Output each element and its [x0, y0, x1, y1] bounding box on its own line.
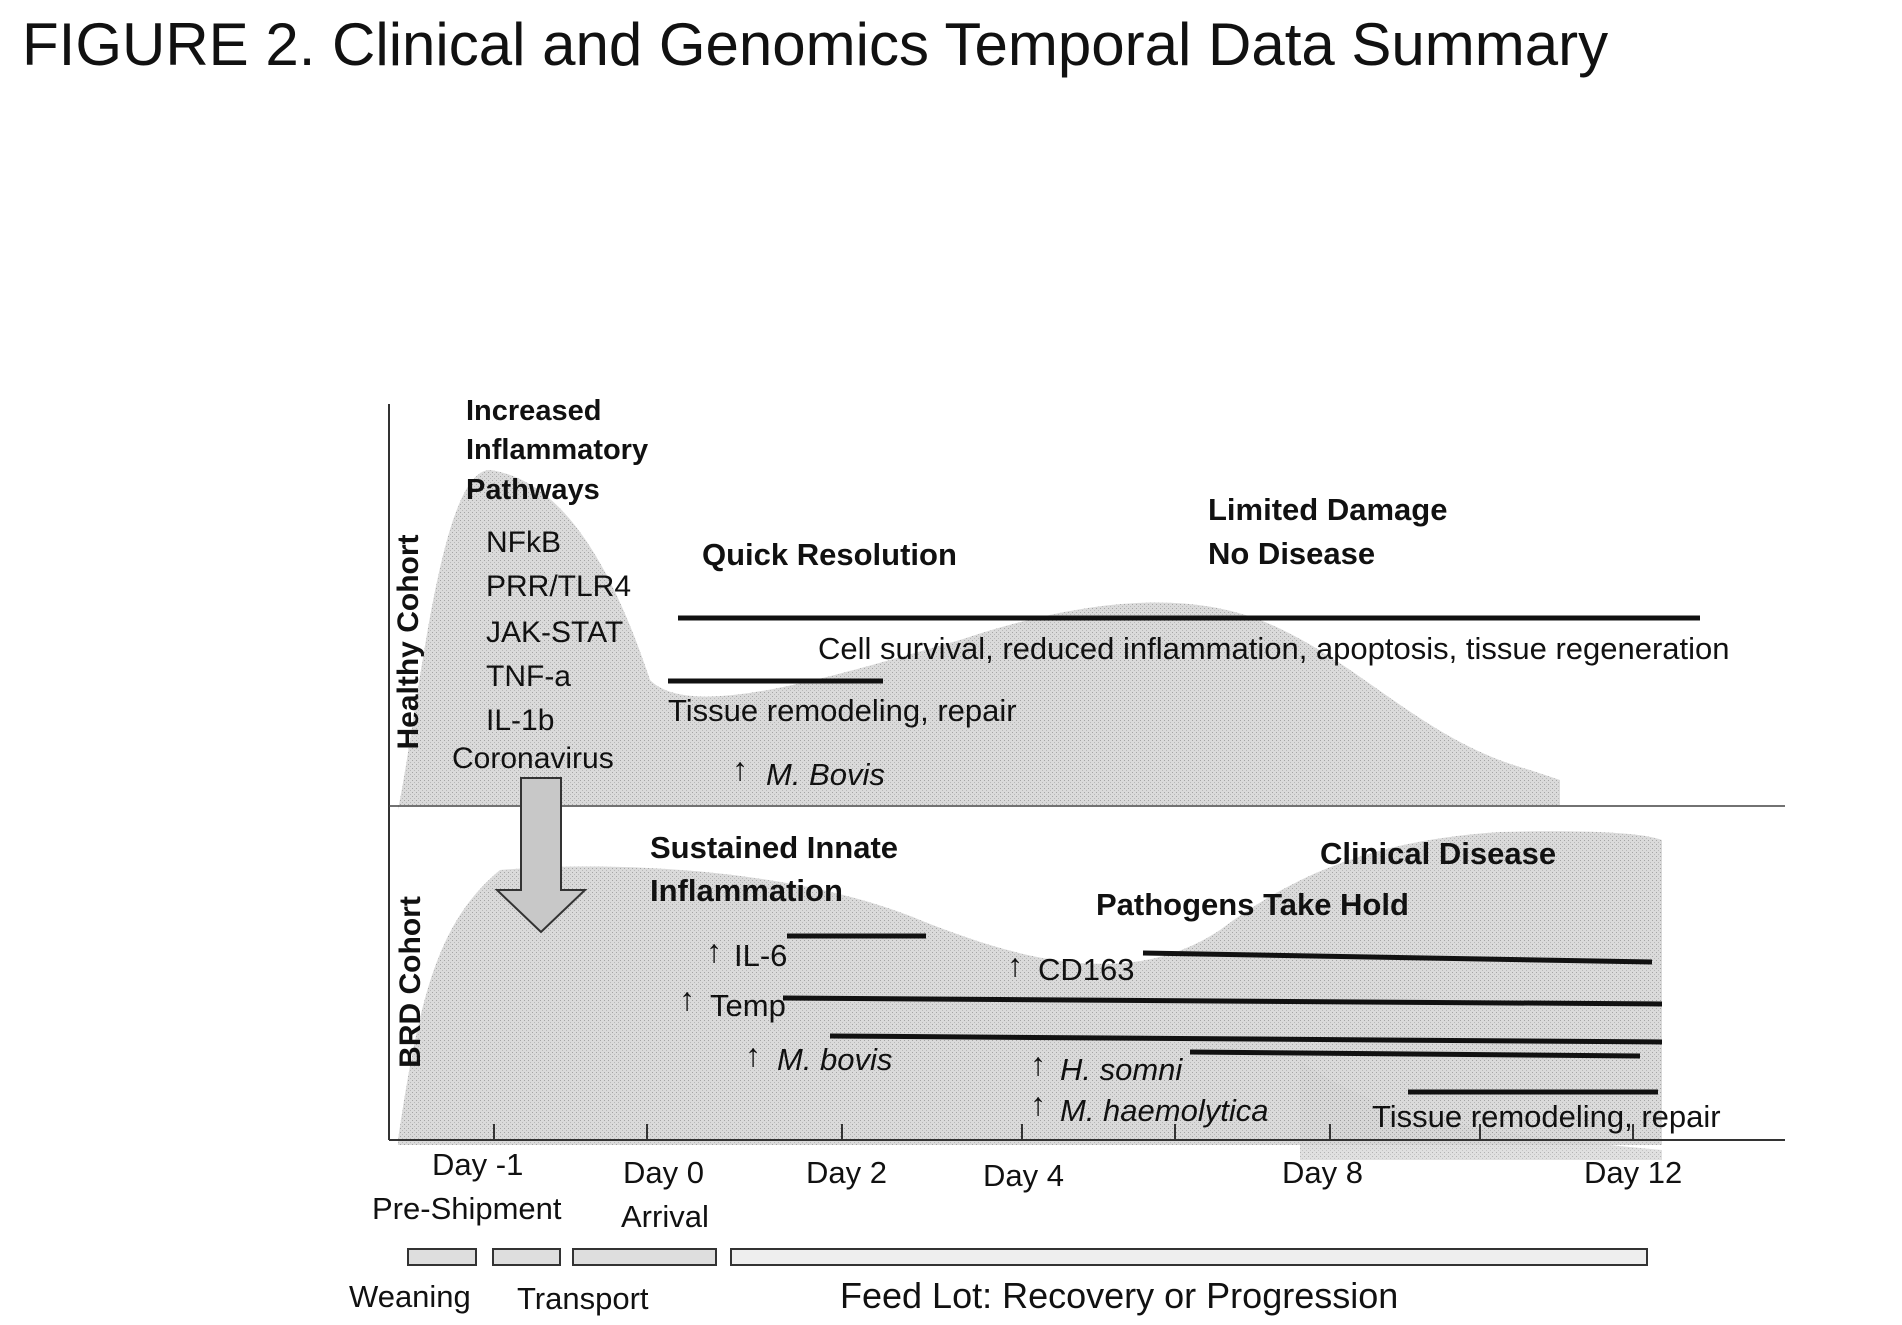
cd163-label: CD163: [1038, 952, 1135, 987]
healthy-cohort-label: Healthy Cohort: [392, 534, 425, 749]
pathway-jak-stat: JAK-STAT: [486, 616, 623, 649]
pathway-prr-tlr4: PRR/TLR4: [486, 570, 631, 603]
h-somni-bar: [1189, 1049, 1641, 1059]
pathogens-label: Pathogens Take Hold: [1096, 887, 1409, 922]
quick-resolution-label: Quick Resolution: [702, 537, 957, 572]
pathway-coronavirus: Coronavirus: [452, 742, 614, 775]
brd-response-curve: [398, 831, 1662, 1145]
inflammatory-heading-line3: Pathways: [466, 474, 600, 506]
feedlot-phase-bar: [730, 1248, 1648, 1266]
cell-survival-label: Cell survival, reduced inflammation, apo…: [818, 631, 1730, 666]
il6-label: IL-6: [734, 938, 787, 973]
axis-ticks: [493, 1124, 1634, 1140]
brd-tail-shade: [1300, 1060, 1662, 1160]
il6-up-arrow: ↑: [706, 933, 722, 969]
day-4-label: Day 4: [983, 1158, 1064, 1193]
m-haemolytica-up-arrow: ↑: [1030, 1086, 1046, 1122]
m-haemolytica-label: M. haemolytica: [1060, 1093, 1268, 1128]
healthy-response-curve: [398, 470, 1560, 810]
feedlot-label: Feed Lot: Recovery or Progression: [840, 1275, 1398, 1316]
sustained-innate-label: Sustained Innate: [650, 830, 898, 865]
h-somni-label: H. somni: [1060, 1052, 1183, 1087]
arrival-label: Arrival: [621, 1199, 709, 1234]
healthy-up-arrow: ↑: [732, 751, 748, 787]
pre-shipment-label: Pre-Shipment: [372, 1191, 562, 1226]
inflammatory-heading-line1: Increased: [466, 395, 601, 427]
temp-bar: [782, 995, 1663, 1007]
progression-arrow: [494, 777, 588, 934]
transport-label: Transport: [517, 1281, 649, 1316]
inflammatory-heading-line2: Inflammatory: [466, 434, 648, 466]
figure-title: FIGURE 2. Clinical and Genomics Temporal…: [22, 11, 1609, 78]
healthy-m-bovis-label: M. Bovis: [766, 757, 885, 792]
inflammation-label: Inflammation: [650, 873, 843, 908]
m-bovis-label: M. bovis: [777, 1042, 892, 1077]
limited-damage-label: Limited Damage: [1208, 492, 1447, 527]
pathway-il-1b: IL-1b: [486, 704, 554, 737]
m-bovis-up-arrow: ↑: [745, 1037, 761, 1073]
pathway-tnf-a: TNF-a: [486, 660, 571, 693]
clinical-disease-label: Clinical Disease: [1320, 836, 1556, 871]
brd-tissue-remodeling-label: Tissue remodeling, repair: [1372, 1099, 1721, 1134]
healthy-tissue-remodeling-label: Tissue remodeling, repair: [668, 693, 1017, 728]
temp-up-arrow: ↑: [679, 981, 695, 1017]
h-somni-up-arrow: ↑: [1030, 1046, 1046, 1082]
temp-label: Temp: [710, 988, 786, 1023]
brd-cohort-label: BRD Cohort: [394, 896, 427, 1068]
day-12-label: Day 12: [1584, 1155, 1682, 1190]
day-8-label: Day 8: [1282, 1155, 1363, 1190]
transport-phase-bar-1: [492, 1248, 561, 1266]
transport-phase-bar-2: [572, 1248, 717, 1266]
cd163-up-arrow: ↑: [1007, 947, 1023, 983]
day-0-label: Day 0: [623, 1155, 704, 1190]
weaning-label: Weaning: [349, 1279, 471, 1314]
cd163-bar: [1142, 950, 1653, 965]
weaning-phase-bar: [407, 1248, 477, 1266]
m-bovis-bar: [829, 1033, 1663, 1045]
day-2-label: Day 2: [806, 1155, 887, 1190]
no-disease-label: No Disease: [1208, 536, 1375, 571]
day-minus1-label: Day -1: [432, 1147, 523, 1182]
pathway-nfkb: NFkB: [486, 526, 561, 559]
